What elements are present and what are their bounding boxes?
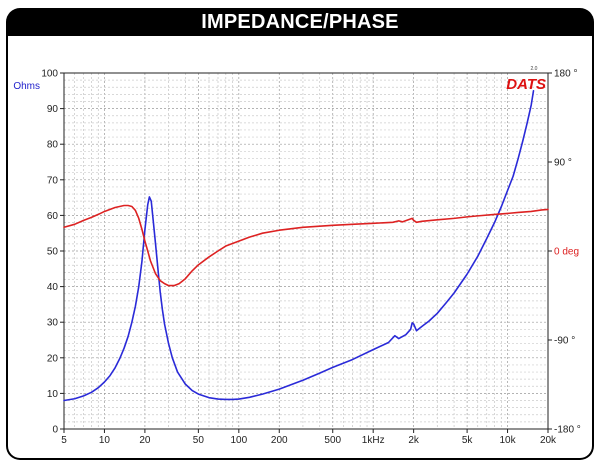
y-right-tick-label: 0 deg: [554, 247, 579, 258]
x-tick-label: 1kHz: [362, 435, 385, 446]
x-tick-label: 20: [139, 435, 151, 446]
y-left-tick-label: 90: [47, 104, 59, 115]
chart-title: IMPEDANCE/PHASE: [201, 11, 399, 33]
x-tick-label: 5k: [462, 435, 474, 446]
impedance-curve: [63, 90, 535, 402]
y-left-tick-label: 50: [47, 247, 59, 258]
grid: [63, 73, 549, 429]
y-left-tick-label: 70: [47, 175, 59, 186]
y-axis-right-ticks: 180 ° 90 ° 0 deg -90 ° -180 °: [548, 69, 581, 436]
y-right-tick-label: 180 °: [554, 69, 577, 80]
x-tick-label: 50: [193, 435, 205, 446]
y-left-tick-label: 0: [52, 425, 58, 436]
y-right-tick-label: -90 °: [554, 336, 575, 347]
x-tick-label: 200: [271, 435, 288, 446]
y-left-tick-label: 10: [47, 389, 59, 400]
curves: [63, 90, 549, 402]
dats-logo-version: 2.0: [531, 66, 538, 72]
x-tick-label: 100: [230, 435, 247, 446]
x-tick-label: 2k: [408, 435, 420, 446]
y-axis-left-label: Ohms: [13, 81, 40, 92]
phase-curve: [63, 204, 549, 287]
y-left-tick-label: 20: [47, 353, 59, 364]
y-left-tick-label: 80: [47, 140, 59, 151]
y-left-tick-label: 60: [47, 211, 59, 222]
y-axis-left-ticks: 0 10 20 30 40 50 60 70 80 90 100: [41, 69, 64, 436]
y-right-tick-label: 90 °: [554, 158, 572, 169]
y-right-tick-label: -180 °: [554, 425, 581, 436]
y-left-tick-label: 40: [47, 282, 59, 293]
dats-logo: DATS: [506, 76, 546, 93]
frame-border: [6, 34, 594, 460]
x-tick-label: 5: [61, 435, 67, 446]
x-tick-label: 10: [99, 435, 111, 446]
y-left-tick-label: 100: [41, 69, 58, 80]
x-axis-ticks: 5 10 20 50 100 200 500 1kHz 2k 5k 10k 20k: [61, 429, 557, 446]
y-left-tick-label: 30: [47, 318, 59, 329]
title-bar: IMPEDANCE/PHASE: [6, 8, 594, 36]
x-tick-label: 500: [324, 435, 341, 446]
x-tick-label: 10k: [499, 435, 516, 446]
x-tick-label: 20k: [540, 435, 557, 446]
